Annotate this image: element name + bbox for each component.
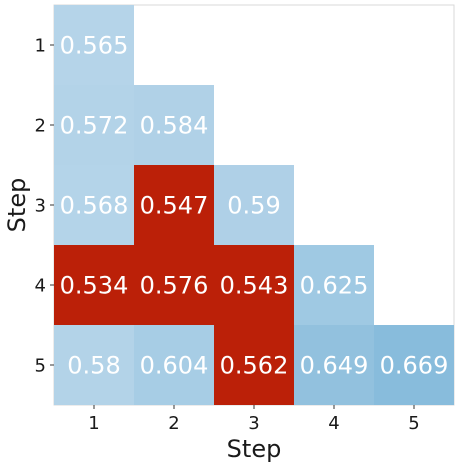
cell-value-label: 0.625 — [300, 272, 369, 300]
heatmap-cell — [214, 245, 294, 325]
cell-value-label: 0.584 — [140, 112, 209, 140]
heatmap-cell — [134, 85, 214, 165]
y-tick-label: 1 — [35, 36, 46, 57]
heatmap-cell — [374, 325, 454, 405]
x-tick-label: 3 — [248, 413, 259, 434]
cell-value-label: 0.568 — [60, 192, 129, 220]
x-tick-label: 1 — [88, 413, 99, 434]
cell-value-label: 0.58 — [67, 352, 120, 380]
cell-value-label: 0.649 — [300, 352, 369, 380]
heatmap-cell — [134, 165, 214, 245]
y-axis-title: Step — [3, 178, 31, 233]
heatmap-cell — [134, 325, 214, 405]
cell-value-label: 0.576 — [140, 272, 209, 300]
cell-value-label: 0.59 — [227, 192, 280, 220]
cell-value-label: 0.543 — [220, 272, 289, 300]
cell-value-label: 0.562 — [220, 352, 289, 380]
heatmap-cell — [54, 165, 134, 245]
x-tick-label: 2 — [168, 413, 179, 434]
heatmap-cell — [54, 85, 134, 165]
y-tick-label: 3 — [35, 196, 46, 217]
heatmap-cell — [294, 325, 374, 405]
cell-value-label: 0.572 — [60, 112, 129, 140]
axis-layer: 1 2 3 4 5 1 2 3 4 5 — [35, 36, 420, 435]
heatmap-cell — [54, 245, 134, 325]
cell-value-label: 0.669 — [380, 352, 449, 380]
cell-value-label: 0.534 — [60, 272, 129, 300]
cell-value-label: 0.547 — [140, 192, 209, 220]
heatmap-cell — [214, 325, 294, 405]
heatmap-cell — [294, 245, 374, 325]
x-axis-title: Step — [227, 435, 282, 463]
y-tick-label: 2 — [35, 116, 46, 137]
x-tick-label: 4 — [328, 413, 339, 434]
heatmap-cell — [214, 165, 294, 245]
x-tick-label: 5 — [408, 413, 419, 434]
heatmap-cell — [134, 245, 214, 325]
heatmap-cell — [54, 325, 134, 405]
y-tick-label: 5 — [35, 356, 46, 377]
cells-layer: 0.565 0.572 0.584 0.568 0.547 0.59 0.534 0.576 0… — [54, 5, 454, 405]
cell-value-label: 0.565 — [60, 32, 129, 60]
cell-value-label: 0.604 — [140, 352, 209, 380]
heatmap-cell — [54, 5, 134, 85]
y-tick-label: 4 — [35, 276, 46, 297]
